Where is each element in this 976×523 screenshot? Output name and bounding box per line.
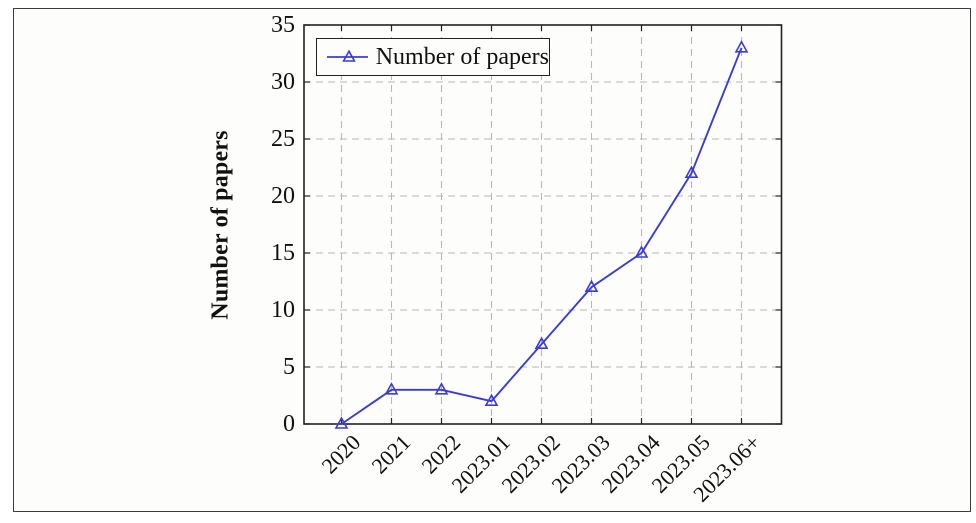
data-line [340, 47, 743, 425]
y-tick-label: 35 [271, 12, 295, 38]
y-tick-label: 10 [271, 297, 295, 323]
axis-frame [303, 24, 783, 425]
grid-lines [304, 25, 782, 424]
legend-label: Number of papers [375, 43, 549, 70]
y-tick-label: 30 [271, 69, 295, 95]
data-markers [334, 40, 749, 429]
legend-marker-icon [327, 49, 368, 62]
y-tick-label: 25 [271, 126, 295, 152]
y-tick-label: 20 [271, 183, 295, 209]
y-tick-label: 0 [283, 411, 295, 437]
y-tick-label: 15 [271, 240, 295, 266]
y-tick-label: 5 [283, 354, 295, 380]
legend: Number of papers [316, 38, 550, 76]
y-axis-title: Number of papers [207, 130, 234, 320]
tick-marks [304, 24, 782, 425]
